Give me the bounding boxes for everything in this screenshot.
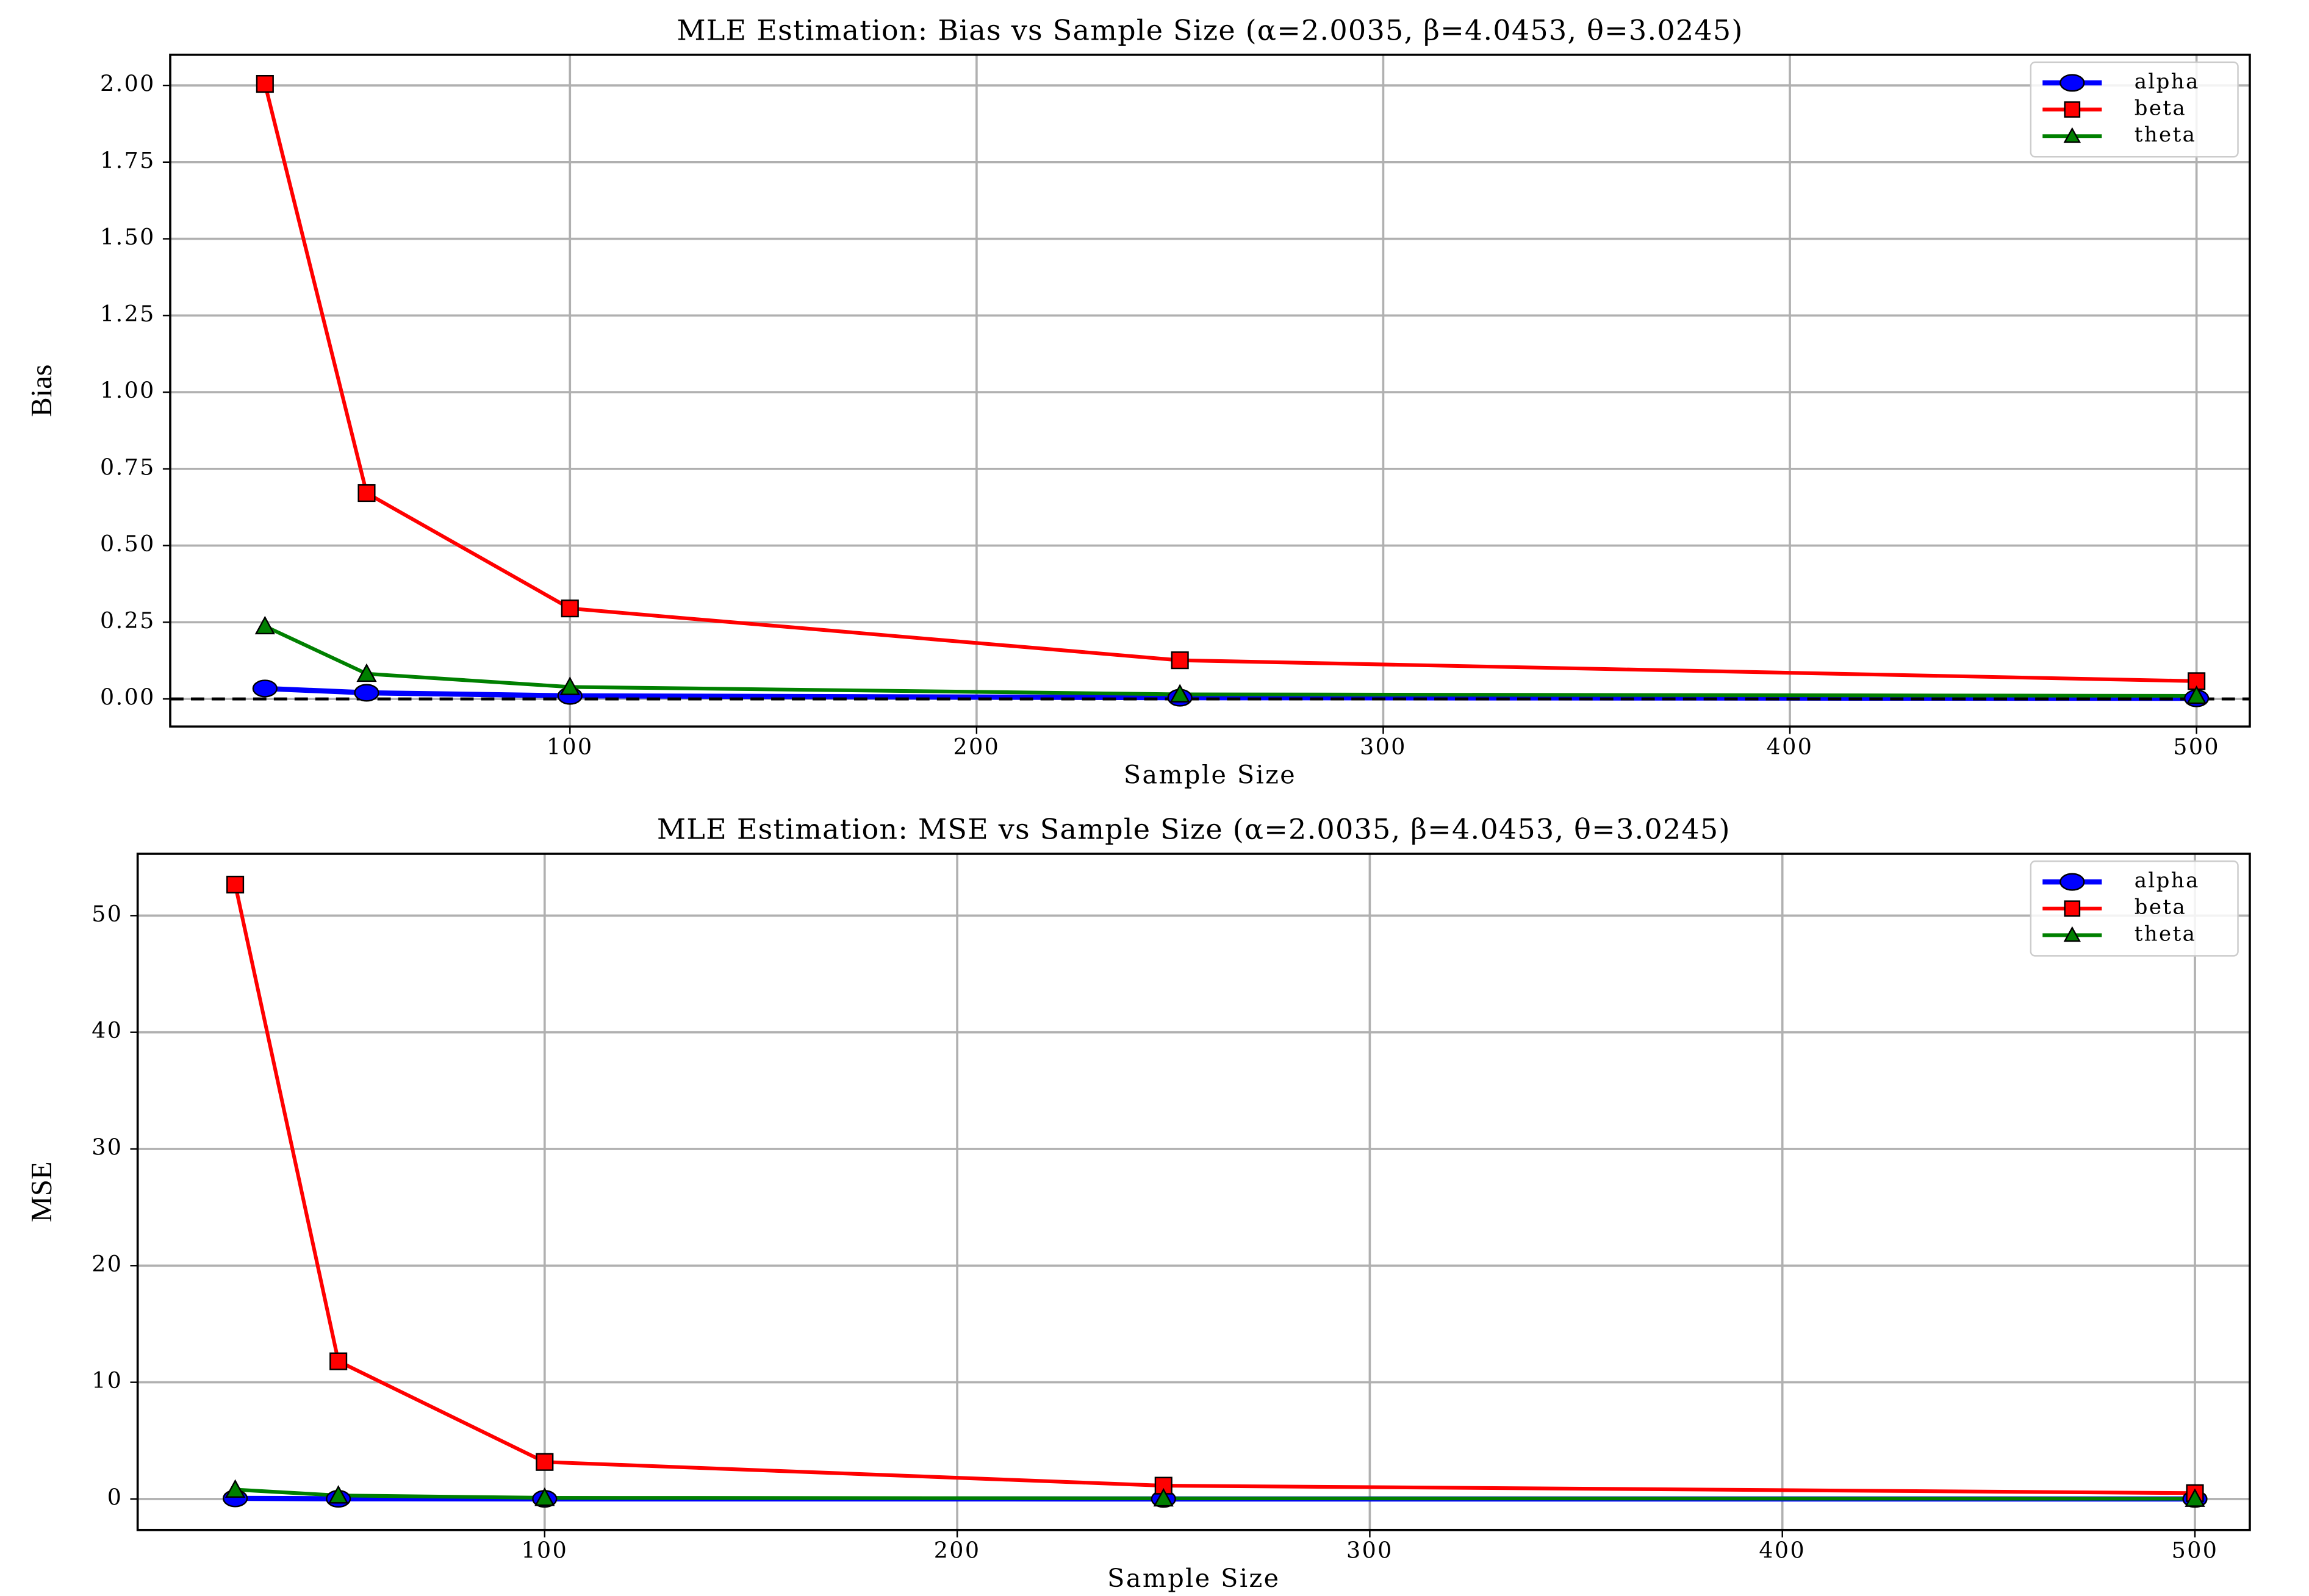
- y-tick-label: 30: [92, 1134, 123, 1160]
- y-tick-label: 0.50: [100, 531, 156, 557]
- y-tick-label: 20: [92, 1251, 123, 1277]
- y-axis-label: Bias: [26, 364, 58, 417]
- marker: [536, 1453, 554, 1471]
- marker: [2185, 1488, 2205, 1507]
- y-tick-label: 50: [92, 901, 123, 927]
- marker: [356, 663, 377, 682]
- legend-marker: [2063, 127, 2081, 143]
- legend-label: beta: [2135, 895, 2186, 920]
- plot-frame: [169, 53, 2251, 728]
- marker: [357, 484, 376, 503]
- legend-label: alpha: [2135, 70, 2200, 94]
- x-tick-label: 500: [2173, 734, 2220, 760]
- x-tick-label: 200: [934, 1537, 981, 1564]
- legend-marker: [2064, 101, 2081, 118]
- marker: [256, 75, 274, 93]
- legend-marker: [2059, 74, 2085, 92]
- marker: [254, 615, 275, 635]
- y-tick-label: 40: [92, 1017, 123, 1043]
- y-axis-label: MSE: [26, 1161, 58, 1222]
- marker: [354, 684, 379, 702]
- marker: [561, 599, 579, 618]
- marker: [2188, 672, 2206, 690]
- plot-frame: [136, 853, 2251, 1531]
- x-tick-label: 500: [2172, 1537, 2219, 1564]
- x-tick-label: 100: [521, 1537, 568, 1564]
- y-tick-label: 0.00: [100, 684, 156, 710]
- series-line: [233, 884, 2196, 1495]
- y-tick-label: 1.50: [100, 224, 156, 250]
- marker: [329, 1352, 348, 1370]
- legend-label: theta: [2135, 123, 2197, 147]
- x-axis-label: Sample Size: [1124, 760, 1296, 789]
- marker: [534, 1487, 555, 1506]
- marker: [1169, 684, 1190, 703]
- legend-label: theta: [2135, 921, 2197, 946]
- legend-marker: [2059, 873, 2085, 891]
- marker: [252, 679, 278, 698]
- legend-marker: [2063, 926, 2081, 942]
- y-tick-label: 2.00: [100, 71, 156, 97]
- x-axis-label: Sample Size: [1107, 1564, 1280, 1593]
- marker: [2186, 685, 2207, 704]
- y-tick-label: 1.75: [100, 147, 156, 173]
- marker: [224, 1479, 246, 1498]
- x-tick-label: 300: [1360, 734, 1407, 760]
- x-tick-label: 300: [1346, 1537, 1393, 1564]
- y-tick-label: 0.25: [100, 607, 156, 634]
- y-tick-label: 0: [107, 1484, 123, 1510]
- y-tick-label: 10: [92, 1367, 123, 1394]
- y-tick-label: 1.25: [100, 301, 156, 327]
- marker: [1171, 651, 1189, 670]
- legend-label: alpha: [2135, 868, 2200, 893]
- chart-title: MLE Estimation: MSE vs Sample Size (α=2.…: [657, 813, 1731, 846]
- series-line: [263, 83, 2197, 683]
- legend-marker: [2064, 900, 2081, 917]
- x-tick-label: 400: [1759, 1537, 1806, 1564]
- marker: [328, 1485, 349, 1504]
- x-tick-label: 200: [953, 734, 1000, 760]
- chart-title: MLE Estimation: Bias vs Sample Size (α=2…: [677, 13, 1743, 46]
- legend-label: beta: [2135, 96, 2186, 121]
- marker: [1153, 1487, 1174, 1507]
- x-tick-label: 100: [547, 734, 594, 760]
- x-tick-label: 400: [1767, 734, 1814, 760]
- y-tick-label: 1.00: [100, 378, 156, 404]
- y-tick-label: 0.75: [100, 454, 156, 480]
- marker: [559, 676, 580, 695]
- marker: [226, 875, 245, 894]
